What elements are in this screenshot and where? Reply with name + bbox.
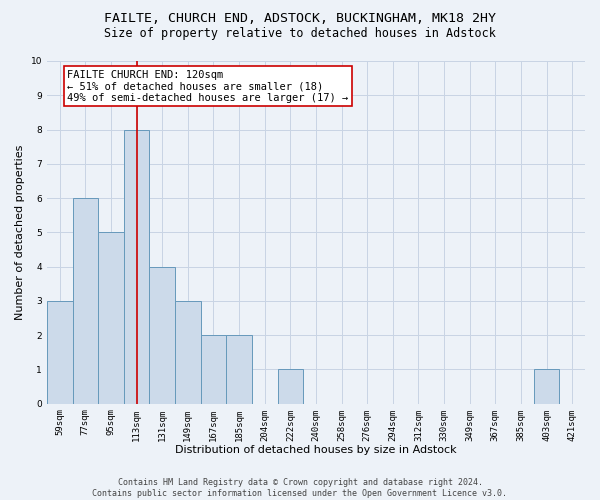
- Y-axis label: Number of detached properties: Number of detached properties: [15, 144, 25, 320]
- Text: FAILTE, CHURCH END, ADSTOCK, BUCKINGHAM, MK18 2HY: FAILTE, CHURCH END, ADSTOCK, BUCKINGHAM,…: [104, 12, 496, 26]
- Bar: [278, 370, 303, 404]
- Bar: [200, 335, 226, 404]
- X-axis label: Distribution of detached houses by size in Adstock: Distribution of detached houses by size …: [175, 445, 457, 455]
- Bar: [149, 266, 175, 404]
- Bar: [98, 232, 124, 404]
- Text: Contains HM Land Registry data © Crown copyright and database right 2024.
Contai: Contains HM Land Registry data © Crown c…: [92, 478, 508, 498]
- Bar: [175, 301, 200, 404]
- Text: FAILTE CHURCH END: 120sqm
← 51% of detached houses are smaller (18)
49% of semi-: FAILTE CHURCH END: 120sqm ← 51% of detac…: [67, 70, 349, 103]
- Text: Size of property relative to detached houses in Adstock: Size of property relative to detached ho…: [104, 28, 496, 40]
- Bar: [226, 335, 252, 404]
- Bar: [534, 370, 559, 404]
- Bar: [73, 198, 98, 404]
- Bar: [124, 130, 149, 404]
- Bar: [47, 301, 73, 404]
